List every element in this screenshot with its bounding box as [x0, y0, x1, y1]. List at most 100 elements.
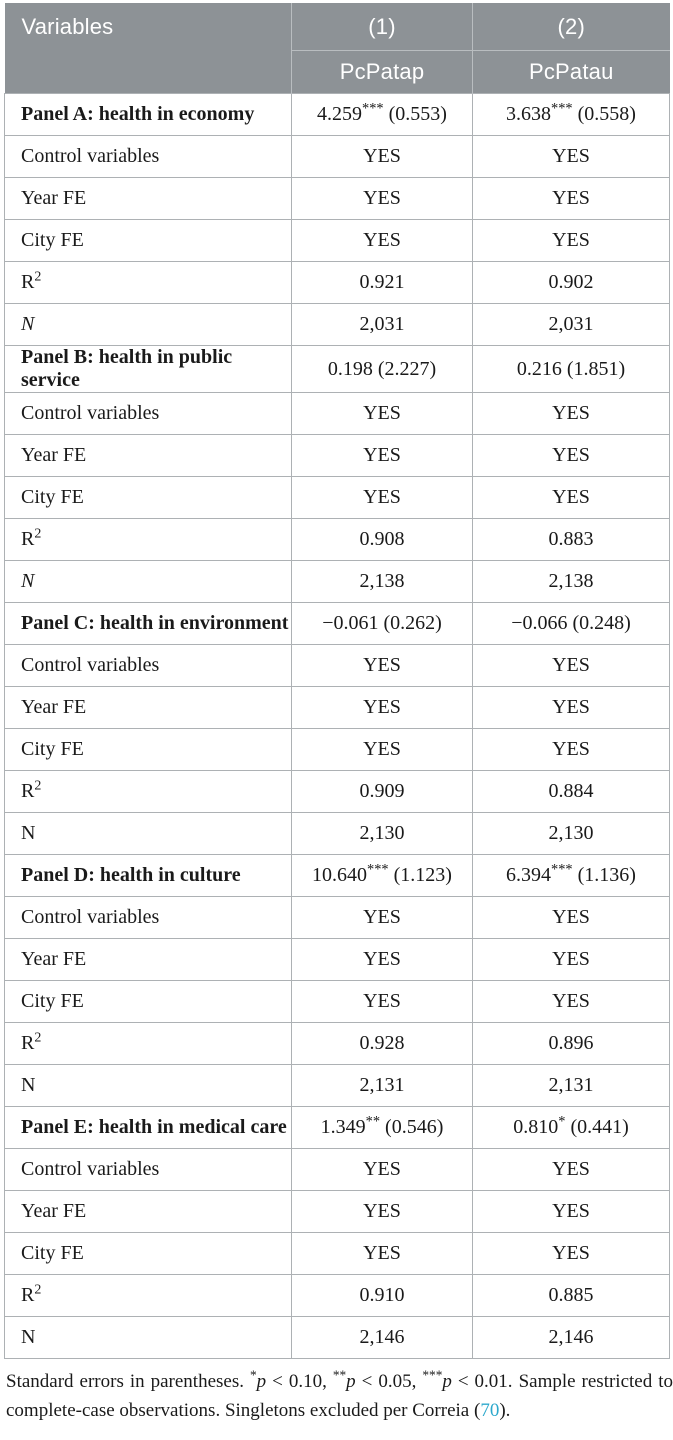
header-model-2: (2) — [472, 3, 670, 51]
estimate-2: 0.216 — [516, 357, 562, 380]
standard-error-2: (1.136) — [572, 864, 636, 886]
r-squared-label: R2 — [4, 518, 292, 561]
control-variables-value-2: YES — [472, 644, 670, 687]
two-stars: ** — [332, 1367, 347, 1383]
standard-error-2: (0.441) — [565, 1116, 629, 1138]
year-fe-row: Year FE YES YES — [4, 686, 670, 729]
r-squared-row: R2 0.910 0.885 — [4, 1274, 670, 1317]
standard-error-1: (0.262) — [378, 612, 442, 634]
city-fe-value-1: YES — [291, 1232, 473, 1275]
sig-threshold-1: < 0.10, — [266, 1371, 333, 1392]
r-squared-label: R2 — [4, 1022, 292, 1065]
observations-value-2: 2,130 — [472, 812, 670, 855]
control-variables-row: Control variables YES YES — [4, 1148, 670, 1191]
significance-stars-1: *** — [362, 100, 384, 117]
citation-link[interactable]: 70 — [480, 1399, 500, 1421]
year-fe-row: Year FE YES YES — [4, 1190, 670, 1233]
r-squared-value-2: 0.883 — [472, 518, 670, 561]
observations-value-1: 2,138 — [291, 560, 473, 603]
control-variables-label: Control variables — [4, 896, 292, 939]
observations-label: N — [4, 1316, 292, 1359]
year-fe-value-1: YES — [291, 434, 473, 477]
r-squared-base: R — [21, 528, 35, 550]
year-fe-row: Year FE YES YES — [4, 434, 670, 477]
table-header: Variables (1) (2) PcPatap PcPatau — [4, 3, 670, 94]
sig-threshold-3: < 0.01. — [451, 1371, 519, 1392]
observations-row: N 2,031 2,031 — [4, 303, 670, 346]
r-squared-exponent: 2 — [34, 778, 42, 794]
city-fe-row: City FE YES YES — [4, 476, 670, 519]
one-star: * — [250, 1367, 257, 1383]
estimate-1: 10.640 — [312, 864, 368, 886]
control-variables-value-2: YES — [472, 896, 670, 939]
r-squared-value-1: 0.921 — [291, 261, 473, 304]
city-fe-label: City FE — [4, 728, 292, 771]
significance-stars-2: * — [558, 1113, 566, 1130]
city-fe-value-1: YES — [291, 980, 473, 1023]
header-depvar-pcpatap: PcPatap — [291, 50, 473, 94]
p-value-symbol: p — [442, 1371, 452, 1392]
r-squared-row: R2 0.908 0.883 — [4, 518, 670, 561]
year-fe-value-2: YES — [472, 938, 670, 981]
city-fe-label: City FE — [4, 1232, 292, 1275]
year-fe-label: Year FE — [4, 434, 292, 477]
standard-error-1: (0.553) — [383, 103, 447, 125]
significance-stars-2: *** — [551, 100, 573, 117]
estimate-2: 6.394 — [506, 864, 552, 886]
control-variables-value-2: YES — [472, 1148, 670, 1191]
footnote-tail: Sample restricted to complete-case obser… — [6, 1371, 673, 1421]
control-variables-row: Control variables YES YES — [4, 644, 670, 687]
panel-label: Panel A: health in economy — [4, 93, 292, 136]
observations-value-2: 2,131 — [472, 1064, 670, 1107]
header-depvar-pcpatau: PcPatau — [472, 50, 670, 94]
estimate-2: −0.066 — [511, 612, 568, 634]
coefficient-cell-2: 6.394*** (1.136) — [472, 854, 670, 897]
r-squared-label: R2 — [4, 1274, 292, 1317]
coefficient-cell-2: 0.810* (0.441) — [472, 1106, 670, 1149]
r-squared-row: R2 0.921 0.902 — [4, 261, 670, 304]
year-fe-label: Year FE — [4, 938, 292, 981]
city-fe-value-1: YES — [291, 476, 473, 519]
coefficient-cell-2: 0.216 (1.851) — [472, 345, 670, 393]
p-value-symbol: p — [256, 1371, 267, 1392]
city-fe-value-2: YES — [472, 1232, 670, 1275]
r-squared-row: R2 0.909 0.884 — [4, 770, 670, 813]
r-squared-base: R — [21, 1284, 35, 1306]
estimate-1: 4.259 — [317, 103, 363, 125]
table-footnote: Standard errors in parentheses. *p < 0.1… — [6, 1368, 673, 1425]
estimate-1: −0.061 — [322, 612, 379, 634]
panel-coefficient-row: Panel C: health in environment −0.061 (0… — [4, 602, 670, 645]
year-fe-label: Year FE — [4, 177, 292, 220]
control-variables-value-1: YES — [291, 135, 473, 178]
city-fe-row: City FE YES YES — [4, 728, 670, 771]
year-fe-label: Year FE — [4, 686, 292, 729]
year-fe-value-1: YES — [291, 938, 473, 981]
r-squared-exponent: 2 — [34, 269, 42, 285]
r-squared-value-2: 0.896 — [472, 1022, 670, 1065]
estimate-1: 1.349 — [320, 1116, 366, 1138]
r-squared-value-1: 0.910 — [291, 1274, 473, 1317]
panel-coefficient-row: Panel E: health in medical care 1.349** … — [4, 1106, 670, 1149]
coefficient-cell-1: −0.061 (0.262) — [291, 602, 473, 645]
city-fe-value-2: YES — [472, 980, 670, 1023]
header-variables: Variables — [4, 3, 292, 94]
year-fe-value-1: YES — [291, 686, 473, 729]
footnote-lead: Standard errors in parentheses. — [6, 1371, 250, 1392]
control-variables-value-1: YES — [291, 644, 473, 687]
r-squared-label: R2 — [4, 261, 292, 304]
standard-error-2: (0.558) — [572, 103, 636, 125]
panel-label: Panel E: health in medical care — [4, 1106, 292, 1149]
observations-label: N — [4, 812, 292, 855]
r-squared-value-1: 0.908 — [291, 518, 473, 561]
city-fe-row: City FE YES YES — [4, 980, 670, 1023]
observations-value-2: 2,146 — [472, 1316, 670, 1359]
observations-row: N 2,146 2,146 — [4, 1316, 670, 1359]
r-squared-value-2: 0.902 — [472, 261, 670, 304]
three-stars: *** — [422, 1367, 443, 1383]
city-fe-label: City FE — [4, 980, 292, 1023]
header-row-depvars: PcPatap PcPatau — [5, 50, 670, 94]
panel-coefficient-row: Panel B: health in public service 0.198 … — [4, 345, 670, 393]
regression-results-table: Variables (1) (2) PcPatap PcPatau Panel … — [4, 3, 670, 1359]
control-variables-row: Control variables YES YES — [4, 392, 670, 435]
